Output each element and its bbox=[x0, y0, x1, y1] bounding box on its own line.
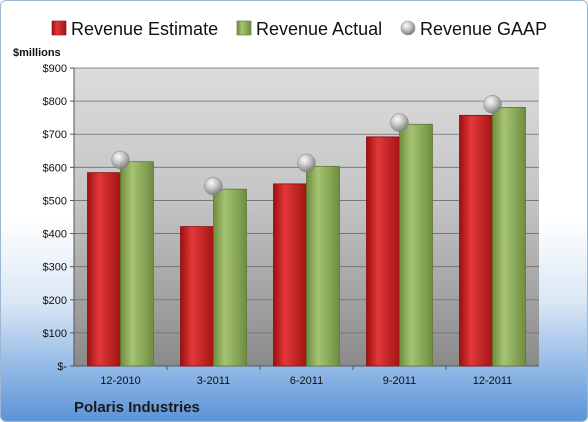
y-tick-label: $900 bbox=[43, 63, 67, 75]
gaap-marker bbox=[297, 153, 316, 173]
x-tick-label: 12-2011 bbox=[473, 375, 513, 387]
legend: Revenue Estimate Revenue Actual Revenue … bbox=[51, 19, 547, 39]
y-tick-label: $400 bbox=[43, 229, 67, 241]
y-tick-label: $- bbox=[57, 361, 67, 373]
y-tick-label: $800 bbox=[43, 96, 67, 108]
y-tick-label: $500 bbox=[43, 195, 67, 207]
legend-item-actual: Revenue Actual bbox=[236, 19, 382, 39]
x-axis: 12-2010 3-2011 6-2011 9-2011 12-2011 bbox=[74, 365, 539, 387]
gaap-marker bbox=[204, 176, 223, 196]
legend-marker-gaap bbox=[400, 20, 416, 36]
y-tick-label: $200 bbox=[43, 295, 67, 307]
y-tick-label: $600 bbox=[43, 162, 67, 174]
gaap-marker bbox=[111, 150, 130, 170]
legend-label-gaap: Revenue GAAP bbox=[420, 19, 547, 39]
estimate-bar bbox=[459, 114, 493, 367]
legend-label-estimate: Revenue Estimate bbox=[71, 19, 218, 39]
legend-item-estimate: Revenue Estimate bbox=[51, 19, 218, 39]
gaap-marker bbox=[483, 95, 502, 114]
legend-item-gaap: Revenue GAAP bbox=[400, 19, 547, 39]
x-tick-label: 9-2011 bbox=[383, 375, 416, 387]
actual-bar bbox=[213, 188, 247, 367]
legend-swatch-actual bbox=[236, 20, 252, 36]
actual-bar bbox=[492, 107, 526, 367]
estimate-bar bbox=[366, 136, 400, 367]
actual-bar bbox=[306, 165, 340, 367]
gaap-marker bbox=[390, 113, 409, 132]
y-tick-label: $100 bbox=[43, 328, 67, 340]
y-tick-label: $300 bbox=[43, 262, 67, 274]
y-axis: $- $100 $200 $300 $400 $500 $600 $700 $800 $900 bbox=[43, 63, 75, 373]
estimate-bar bbox=[180, 226, 214, 367]
y-tick-label: $700 bbox=[43, 129, 67, 141]
bars bbox=[87, 107, 526, 367]
unit-label: $millions bbox=[13, 47, 61, 59]
x-tick-label: 3-2011 bbox=[197, 375, 230, 387]
legend-swatch-estimate bbox=[51, 20, 67, 36]
gaap-markers bbox=[111, 95, 502, 196]
actual-bar bbox=[120, 161, 154, 367]
estimate-bar bbox=[87, 172, 121, 367]
company-name: Polaris Industries bbox=[74, 399, 200, 416]
estimate-bar bbox=[273, 183, 307, 367]
actual-bar bbox=[399, 123, 433, 367]
x-tick-label: 12-2010 bbox=[100, 375, 140, 387]
x-tick-label: 6-2011 bbox=[290, 375, 323, 387]
legend-label-actual: Revenue Actual bbox=[256, 19, 382, 39]
